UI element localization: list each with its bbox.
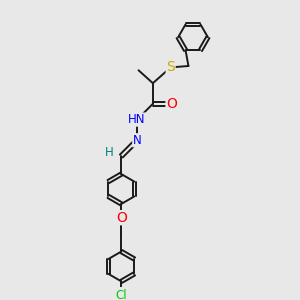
Text: O: O bbox=[116, 211, 127, 225]
Text: S: S bbox=[166, 60, 175, 74]
Text: O: O bbox=[166, 97, 177, 111]
Text: N: N bbox=[133, 134, 142, 147]
Text: H: H bbox=[105, 146, 114, 159]
Text: Cl: Cl bbox=[116, 289, 127, 300]
Text: HN: HN bbox=[128, 113, 146, 126]
